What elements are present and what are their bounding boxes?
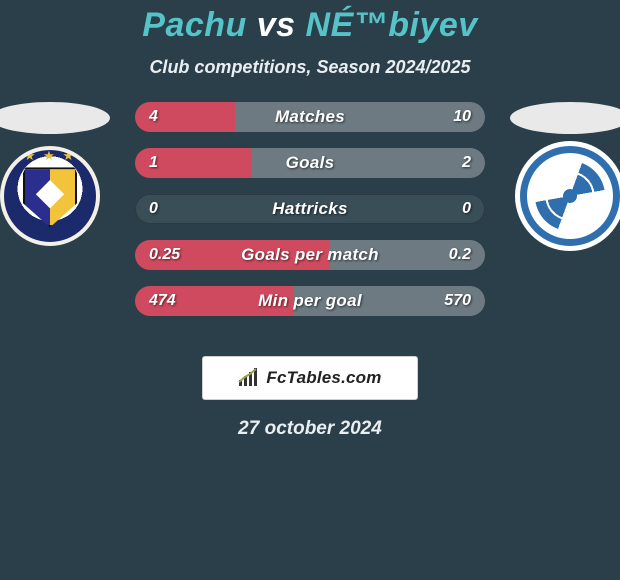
left-team-column: ★ ★ ★ — [0, 102, 110, 246]
bar-chart-icon — [238, 368, 260, 388]
comparison-body: ★ ★ ★ 410Matches 12Goals 00Hattricks 0.250.… — [0, 102, 620, 342]
title-vs: vs — [257, 6, 296, 44]
brand-badge: FcTables.com — [202, 356, 418, 400]
stat-label: Matches — [135, 107, 485, 127]
badge-stars-icon: ★ ★ ★ — [4, 148, 96, 164]
footer-date: 27 october 2024 — [0, 418, 620, 440]
subtitle: Club competitions, Season 2024/2025 — [0, 57, 620, 78]
badge-shield-icon — [23, 167, 77, 227]
stat-label: Hattricks — [135, 199, 485, 219]
stat-label: Goals per match — [135, 245, 485, 265]
comparison-card: Pachu vs NÉ™biyev Club competitions, Sea… — [0, 0, 620, 580]
stat-bar: 00Hattricks — [135, 194, 485, 224]
left-club-badge: ★ ★ ★ — [0, 146, 100, 246]
page-title: Pachu vs NÉ™biyev — [0, 0, 620, 45]
stat-bar: 474570Min per goal — [135, 286, 485, 316]
stat-label: Min per goal — [135, 291, 485, 311]
stat-bar: 12Goals — [135, 148, 485, 178]
stat-label: Goals — [135, 153, 485, 173]
stat-bar: 0.250.2Goals per match — [135, 240, 485, 270]
stat-bar: 410Matches — [135, 102, 485, 132]
right-team-column — [510, 102, 620, 246]
left-country-flag — [0, 102, 110, 134]
right-country-flag — [510, 102, 620, 134]
stat-bars: 410Matches 12Goals 00Hattricks 0.250.2Goals… — [135, 102, 485, 332]
title-player-left: Pachu — [142, 6, 256, 44]
right-club-badge — [520, 146, 620, 246]
title-player-right: NÉ™biyev — [296, 6, 478, 44]
badge-swirl-icon — [535, 161, 605, 231]
brand-text: FcTables.com — [266, 368, 381, 388]
